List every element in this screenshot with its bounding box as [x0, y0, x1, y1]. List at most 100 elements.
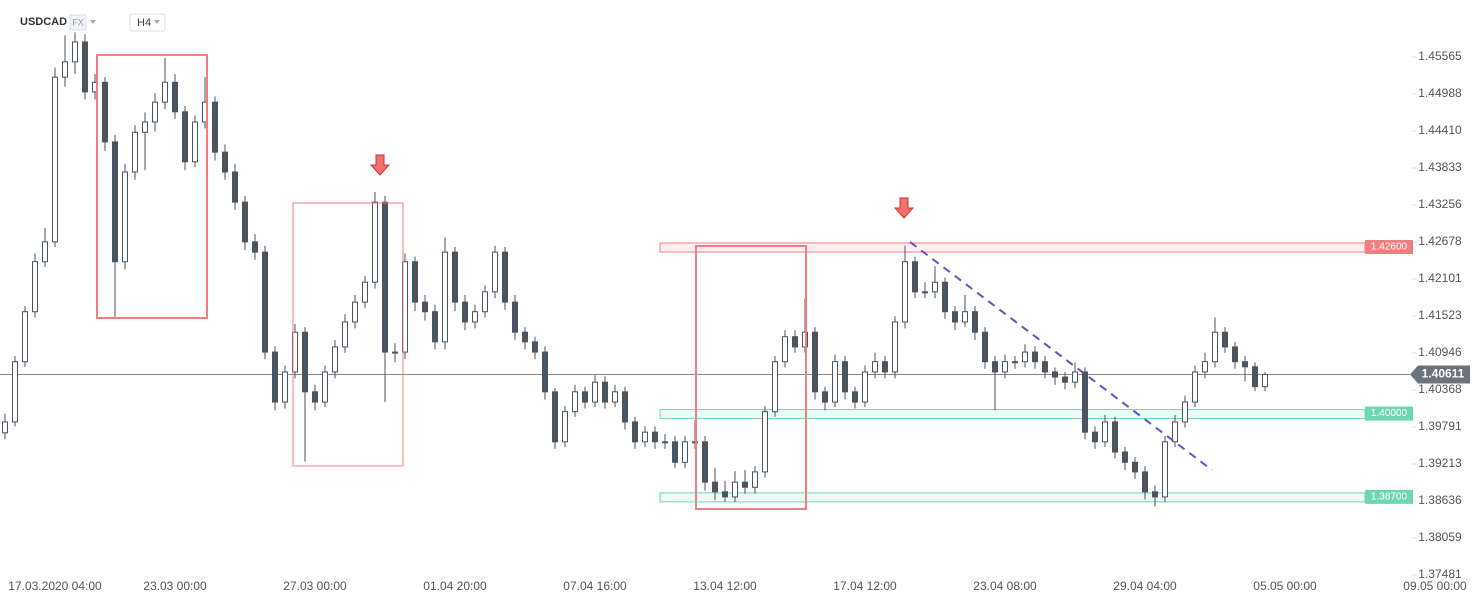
- candle-body: [872, 361, 878, 373]
- x-tick-label: 29.04 04:00: [1113, 579, 1177, 593]
- candle-body: [892, 321, 898, 373]
- candle-body: [1192, 371, 1198, 403]
- candle-body: [322, 371, 328, 403]
- candle-body: [282, 371, 288, 403]
- candle-body: [712, 481, 718, 493]
- candle-body: [492, 251, 498, 293]
- candle-body: [782, 336, 788, 363]
- level-badge: [1365, 489, 1413, 504]
- market-badge[interactable]: [69, 14, 87, 31]
- candle-body: [962, 311, 968, 323]
- market: FX: [72, 17, 84, 27]
- candle-body: [752, 471, 758, 488]
- x-tick-label: 27.03 00:00: [283, 579, 347, 593]
- candle-body: [1072, 371, 1078, 383]
- y-tick-label: 1.40368: [1418, 382, 1462, 396]
- candle-body: [1222, 331, 1228, 348]
- candle-body: [932, 281, 938, 293]
- candle-body: [612, 391, 618, 403]
- candle-body: [112, 141, 118, 263]
- y-tick-label: 1.43256: [1418, 197, 1462, 211]
- candle-body: [682, 441, 688, 463]
- candle-body: [232, 171, 238, 203]
- candle-body: [922, 291, 928, 294]
- candle-body: [1082, 371, 1088, 433]
- y-tick-label: 1.37481: [1418, 567, 1462, 581]
- candle-body: [1232, 346, 1238, 363]
- candle-body: [832, 361, 838, 403]
- candle-body: [2, 421, 8, 434]
- candle-body: [1172, 421, 1178, 443]
- y-tick-label: 1.39213: [1418, 456, 1462, 470]
- y-tick-label: 1.39791: [1418, 419, 1462, 433]
- x-tick-label: 13.04 12:00: [693, 579, 757, 593]
- candle-body: [1092, 431, 1098, 443]
- candle-body: [842, 361, 848, 393]
- candle-body: [622, 391, 628, 423]
- candle-body: [1212, 331, 1218, 363]
- arrow: [893, 197, 915, 219]
- candle-body: [172, 81, 178, 113]
- candle-body: [222, 151, 228, 173]
- y-tick-label: 1.38059: [1418, 530, 1462, 544]
- level-badge: [1365, 239, 1413, 254]
- y-tick-label: 1.38636: [1418, 493, 1462, 507]
- current-price-badge: [1410, 365, 1470, 384]
- candle-body: [912, 261, 918, 293]
- candle-body: [882, 361, 888, 373]
- candle-body: [1202, 361, 1208, 373]
- candle-body: [142, 121, 148, 133]
- candle-body: [702, 441, 708, 483]
- candle-body: [632, 421, 638, 443]
- candle-body: [942, 281, 948, 313]
- candle-body: [312, 391, 318, 403]
- candle-body: [372, 201, 378, 283]
- candle-body: [1062, 376, 1068, 383]
- candle-body: [1142, 471, 1148, 493]
- candle-body: [332, 346, 338, 373]
- candle-body: [362, 281, 368, 303]
- y-tick-label: 1.44988: [1418, 86, 1462, 100]
- candle-body: [1032, 351, 1038, 363]
- candle-body: [62, 61, 68, 78]
- candle-body: [462, 301, 468, 323]
- candle-body: [672, 441, 678, 463]
- x-tick-label: 05.05 00:00: [1253, 579, 1317, 593]
- candle-body: [452, 251, 458, 303]
- candle-body: [582, 391, 588, 403]
- level-label: 1.42600: [1371, 242, 1408, 253]
- candle-body: [852, 391, 858, 403]
- candle-body: [82, 41, 88, 93]
- candle-body: [1022, 351, 1028, 363]
- candle-body: [152, 101, 158, 123]
- candle-body: [102, 81, 108, 143]
- candle-body: [342, 321, 348, 348]
- candle-body: [42, 241, 48, 263]
- level-label: 1.38700: [1371, 492, 1408, 503]
- interval-select[interactable]: [129, 13, 166, 32]
- candle-body: [662, 441, 668, 444]
- candle-body: [762, 411, 768, 473]
- candle-body: [302, 331, 308, 393]
- candle-body: [652, 431, 658, 443]
- dropdown-arrow[interactable]: [90, 20, 96, 24]
- candle-body: [482, 291, 488, 313]
- x-tick-label: 01.04 20:00: [423, 579, 487, 593]
- y-tick-label: 1.41523: [1418, 308, 1462, 322]
- candle-body: [32, 261, 38, 313]
- candle-body: [72, 41, 78, 63]
- candle-body: [952, 311, 958, 323]
- candle-body: [642, 431, 648, 443]
- y-tick-label: 1.40946: [1418, 345, 1462, 359]
- candle-body: [412, 261, 418, 303]
- candle-body: [242, 201, 248, 243]
- candle-body: [552, 391, 558, 443]
- candle-body: [902, 261, 908, 323]
- arrow: [369, 154, 391, 176]
- candle-body: [192, 121, 198, 163]
- symbol: USDCAD: [20, 16, 67, 28]
- candle-body: [1052, 371, 1058, 378]
- x-tick-label: 17.03.2020 04:00: [8, 579, 102, 593]
- y-tick-label: 1.45565: [1418, 49, 1462, 63]
